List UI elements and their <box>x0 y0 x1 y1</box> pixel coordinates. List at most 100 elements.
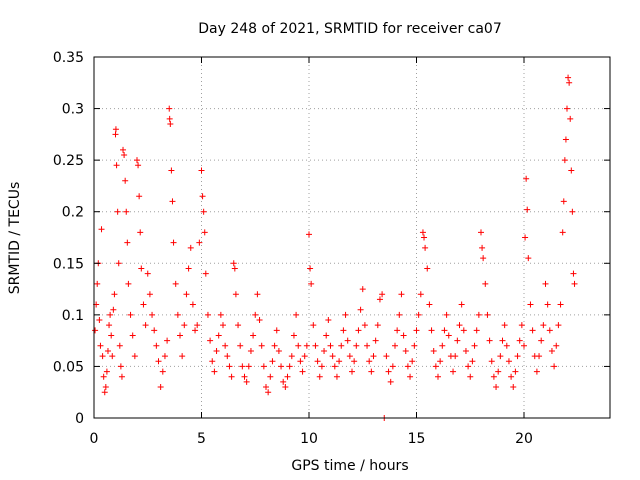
data-point <box>102 384 109 391</box>
data-point <box>123 208 130 215</box>
data-point <box>131 353 138 360</box>
data-point <box>394 327 401 334</box>
data-point <box>138 265 145 272</box>
data-point <box>553 342 560 349</box>
data-point <box>114 208 121 215</box>
data-point <box>237 342 244 349</box>
data-point <box>220 322 226 329</box>
data-point <box>290 332 297 339</box>
data-point <box>136 193 143 200</box>
data-point <box>325 317 332 324</box>
data-point <box>441 327 448 334</box>
data-point <box>392 342 398 349</box>
x-axis-label: GPS time / hours <box>291 458 408 474</box>
data-point <box>199 193 206 200</box>
data-point <box>548 347 555 354</box>
data-point <box>562 136 569 143</box>
data-point <box>439 342 446 349</box>
data-point <box>201 229 208 236</box>
data-point <box>321 347 328 354</box>
data-point <box>284 373 291 380</box>
data-point <box>280 378 287 385</box>
data-point <box>98 226 105 233</box>
data-point <box>383 353 390 360</box>
data-point <box>192 327 199 334</box>
data-point <box>523 175 530 182</box>
data-point <box>529 327 536 334</box>
data-point <box>409 358 416 365</box>
data-point <box>101 389 108 396</box>
data-point <box>200 208 207 215</box>
data-point <box>344 337 351 344</box>
data-point <box>92 327 99 334</box>
data-point <box>402 347 409 354</box>
data-point <box>121 151 128 158</box>
data-point <box>569 208 576 215</box>
data-point <box>564 105 570 112</box>
data-point <box>286 363 293 370</box>
data-point <box>478 229 484 236</box>
data-point <box>571 280 578 287</box>
data-point <box>544 301 551 308</box>
data-point <box>514 353 521 360</box>
data-point <box>301 353 308 360</box>
data-point <box>168 167 175 174</box>
data-point <box>104 347 111 354</box>
data-point <box>120 146 127 153</box>
data-point <box>166 105 173 112</box>
data-point <box>437 358 444 365</box>
data-point <box>312 342 319 349</box>
data-point <box>226 363 233 370</box>
data-point <box>413 327 420 334</box>
data-point <box>527 301 534 308</box>
data-point <box>306 231 312 238</box>
data-point <box>426 301 433 308</box>
data-point <box>209 358 216 365</box>
data-point <box>295 342 302 349</box>
data-point <box>568 167 575 174</box>
data-point <box>94 280 101 287</box>
data-point <box>137 229 144 236</box>
data-point <box>516 337 523 344</box>
axis-ticks: 0 0.05 0.1 0.15 0.2 0.25 0.3 0.35 0 5 10 15 20 <box>53 50 610 447</box>
y-tick-label: 0.35 <box>53 50 84 66</box>
data-point <box>122 177 129 184</box>
data-point <box>565 74 572 81</box>
data-point <box>512 368 519 375</box>
data-point <box>471 342 478 349</box>
data-point <box>555 322 562 329</box>
data-point <box>567 115 574 122</box>
data-point <box>349 368 355 375</box>
data-point <box>417 291 424 298</box>
data-point <box>157 384 164 391</box>
data-point <box>411 342 418 349</box>
data-point <box>252 311 259 318</box>
data-point <box>396 311 403 318</box>
data-point <box>275 347 282 354</box>
data-point <box>452 353 459 360</box>
data-point <box>421 234 428 241</box>
data-point <box>407 373 414 380</box>
data-point <box>108 332 115 339</box>
data-point <box>245 363 252 370</box>
data-point <box>146 291 153 298</box>
y-tick-label: 0.05 <box>53 359 84 375</box>
grid-lines <box>94 57 610 418</box>
data-point <box>202 270 209 277</box>
data-point <box>508 373 515 380</box>
data-point <box>570 270 577 277</box>
data-point <box>106 322 113 329</box>
data-point <box>127 311 134 318</box>
data-point <box>327 342 334 349</box>
data-point <box>299 368 306 375</box>
data-point <box>385 368 392 375</box>
data-point <box>404 363 411 370</box>
data-point <box>465 363 472 370</box>
data-point <box>235 322 242 329</box>
data-point <box>265 389 272 396</box>
data-point <box>398 291 405 298</box>
data-point <box>239 363 246 370</box>
data-point <box>112 126 119 133</box>
data-point <box>538 337 545 344</box>
